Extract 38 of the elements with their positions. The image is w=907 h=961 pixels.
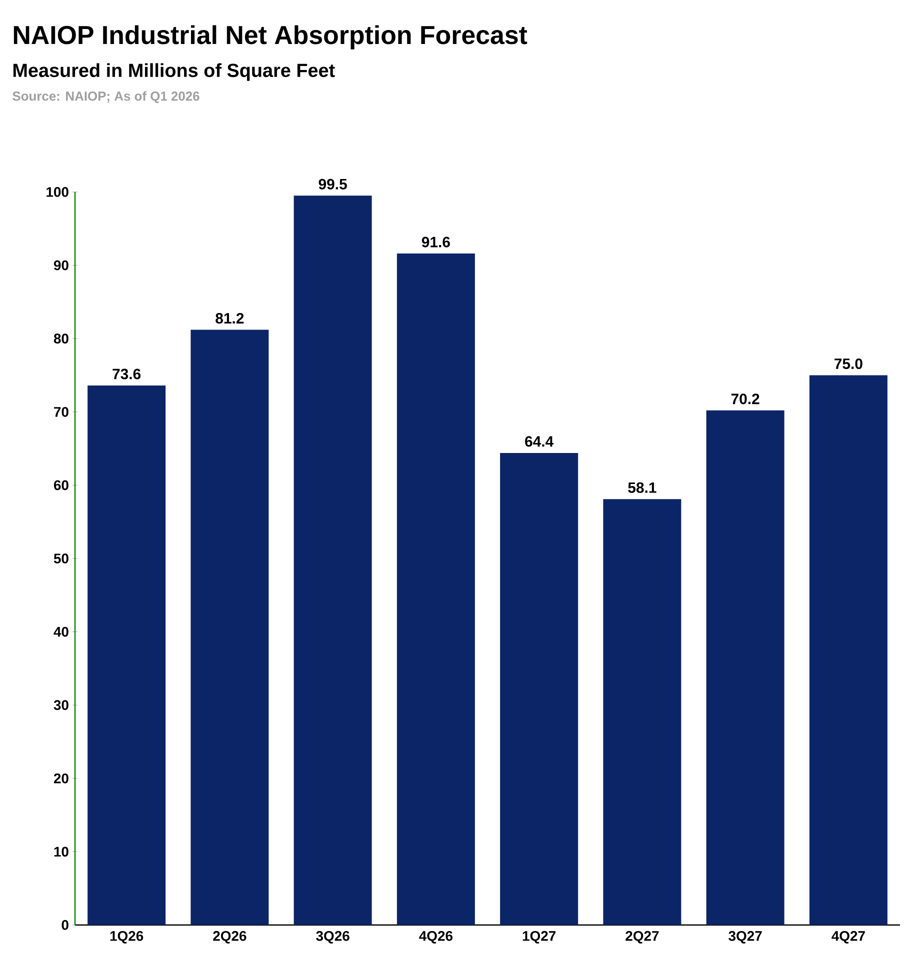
y-tick-label: 70 xyxy=(54,406,68,417)
x-tick-label: 3Q27 xyxy=(728,931,762,944)
data-label: 81.2 xyxy=(216,313,244,324)
bar xyxy=(500,452,578,925)
x-tick-label: 4Q27 xyxy=(832,931,865,944)
data-label: 58.1 xyxy=(628,482,656,493)
x-tick-label: 4Q26 xyxy=(419,931,452,944)
data-label: 75.0 xyxy=(834,358,862,370)
bar xyxy=(294,196,372,925)
bar xyxy=(603,499,682,925)
x-tick-label: 3Q26 xyxy=(316,931,350,944)
y-tick-label: 30 xyxy=(54,700,68,710)
data-label: 73.6 xyxy=(112,368,141,380)
x-tick-label: 1Q27 xyxy=(522,931,556,944)
chart-title: NAIOP Industrial Net Absorption Forecast xyxy=(14,25,528,50)
y-tick-label: 90 xyxy=(54,260,68,270)
y-tick-label: 60 xyxy=(54,480,68,490)
data-label: 99.5 xyxy=(318,178,347,190)
bar xyxy=(809,375,888,925)
bar xyxy=(706,410,784,925)
bar xyxy=(88,386,166,925)
chart-subtitle: Measured in Millions of Square Feet xyxy=(13,63,335,81)
x-tick-label: 2Q27 xyxy=(626,931,659,944)
bar xyxy=(190,330,269,925)
source-note: Source: NAIOP; As of Q1 2026 xyxy=(12,91,200,104)
y-tick-label: 40 xyxy=(54,626,68,637)
data-label: 64.4 xyxy=(525,436,554,447)
y-tick-label: 20 xyxy=(54,773,68,784)
y-tick-label: 10 xyxy=(54,846,68,857)
data-label: 70.2 xyxy=(731,394,760,404)
x-tick-label: 2Q26 xyxy=(213,931,246,944)
y-tick-label: 100 xyxy=(46,187,68,197)
y-tick-label: 0 xyxy=(62,920,68,930)
y-tick-label: 80 xyxy=(54,334,68,344)
y-tick-label: 50 xyxy=(54,554,68,564)
bar xyxy=(396,254,475,925)
x-tick-label: 1Q26 xyxy=(110,931,144,944)
data-label: 91.6 xyxy=(422,236,450,248)
